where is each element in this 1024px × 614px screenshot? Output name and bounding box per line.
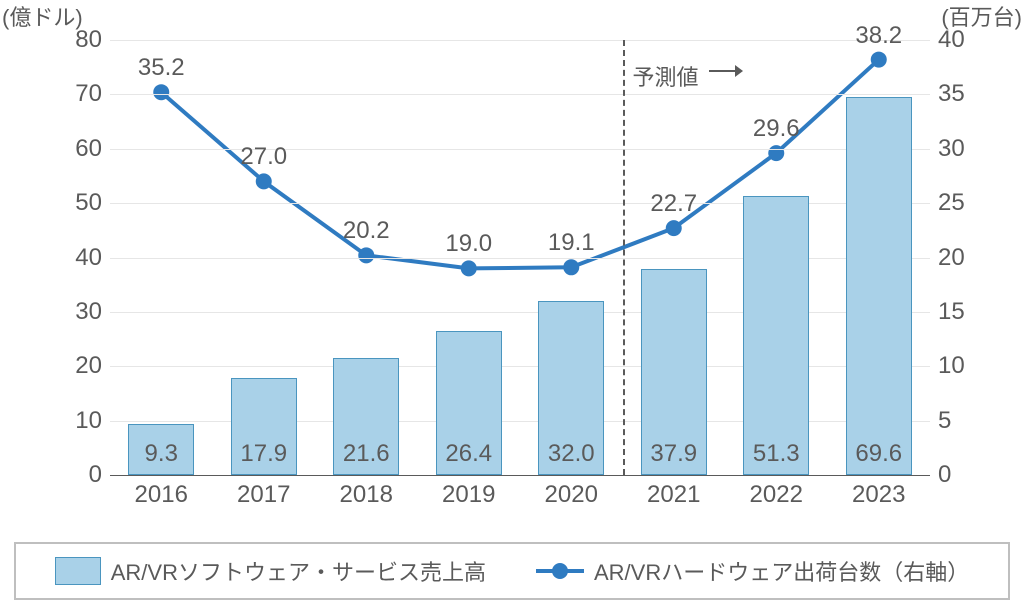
bar-value-label: 69.6 xyxy=(847,440,911,468)
legend-item-line: AR/VRハードウェア出荷台数（右軸） xyxy=(536,555,969,587)
bar-value-label: 32.0 xyxy=(539,440,603,468)
forecast-divider xyxy=(623,40,625,475)
y-tick-right: 10 xyxy=(938,352,965,380)
y-tick-right: 35 xyxy=(938,80,965,108)
legend-swatch-bar xyxy=(55,557,101,585)
bar-value-label: 37.9 xyxy=(642,440,706,468)
line-marker xyxy=(871,52,887,68)
y-tick-right: 30 xyxy=(938,135,965,163)
x-tick: 2021 xyxy=(647,481,700,509)
x-tick: 2018 xyxy=(340,481,393,509)
legend-item-bar: AR/VRソフトウェア・サービス売上高 xyxy=(55,555,486,587)
y-tick-left: 0 xyxy=(89,461,102,489)
x-tick: 2022 xyxy=(750,481,803,509)
x-tick: 2016 xyxy=(135,481,188,509)
line-value-label: 29.6 xyxy=(753,115,800,143)
line-value-label: 20.2 xyxy=(343,217,390,245)
y-tick-left: 60 xyxy=(75,135,102,163)
line-value-label: 19.0 xyxy=(445,230,492,258)
bar: 21.6 xyxy=(333,358,399,475)
y-tick-left: 70 xyxy=(75,80,102,108)
grid-line xyxy=(110,94,930,95)
y-tick-right: 20 xyxy=(938,244,965,272)
bar: 32.0 xyxy=(538,301,604,475)
bar-value-label: 21.6 xyxy=(334,440,398,468)
plot-area: 0102030405060708005101520253035402016201… xyxy=(110,40,930,475)
bar: 69.6 xyxy=(846,97,912,475)
line-marker xyxy=(563,259,579,275)
chart-container: (億ドル) (百万台) 0102030405060708005101520253… xyxy=(0,0,1024,614)
grid-line xyxy=(110,40,930,41)
line-value-label: 35.2 xyxy=(138,54,185,82)
y-tick-right: 25 xyxy=(938,189,965,217)
bar-value-label: 26.4 xyxy=(437,440,501,468)
line-value-label: 38.2 xyxy=(855,22,902,50)
bar-value-label: 51.3 xyxy=(744,440,808,468)
x-tick: 2019 xyxy=(442,481,495,509)
forecast-label: 予測値 xyxy=(633,60,699,92)
grid-line xyxy=(110,475,930,476)
bar: 17.9 xyxy=(231,378,297,475)
bar: 37.9 xyxy=(641,269,707,475)
bar-value-label: 9.3 xyxy=(129,440,193,468)
bar: 26.4 xyxy=(436,331,502,475)
x-tick: 2023 xyxy=(852,481,905,509)
legend-label-bar: AR/VRソフトウェア・サービス売上高 xyxy=(111,555,486,587)
line-value-label: 19.1 xyxy=(548,229,595,257)
y-tick-right: 15 xyxy=(938,298,965,326)
legend-swatch-line xyxy=(536,561,584,581)
bar-value-label: 17.9 xyxy=(232,440,296,468)
y-tick-right: 0 xyxy=(938,461,951,489)
y-tick-left: 80 xyxy=(75,26,102,54)
line-marker xyxy=(461,260,477,276)
bar: 9.3 xyxy=(128,424,194,475)
line-value-label: 27.0 xyxy=(240,143,287,171)
grid-line xyxy=(110,149,930,150)
y-tick-left: 20 xyxy=(75,352,102,380)
line-marker xyxy=(666,220,682,236)
line-value-label: 22.7 xyxy=(650,190,697,218)
x-tick: 2017 xyxy=(237,481,290,509)
forecast-arrow-icon xyxy=(709,60,743,88)
y-tick-right: 40 xyxy=(938,26,965,54)
line-marker xyxy=(256,173,272,189)
x-tick: 2020 xyxy=(545,481,598,509)
line-marker xyxy=(768,145,784,161)
bar: 51.3 xyxy=(743,196,809,475)
left-axis-title: (億ドル) xyxy=(2,0,83,32)
legend: AR/VRソフトウェア・サービス売上高 AR/VRハードウェア出荷台数（右軸） xyxy=(14,542,1010,600)
line-marker xyxy=(358,247,374,263)
y-tick-left: 50 xyxy=(75,189,102,217)
line-marker xyxy=(153,84,169,100)
y-tick-left: 30 xyxy=(75,298,102,326)
y-tick-left: 10 xyxy=(75,407,102,435)
legend-label-line: AR/VRハードウェア出荷台数（右軸） xyxy=(594,555,969,587)
y-tick-left: 40 xyxy=(75,244,102,272)
y-tick-right: 5 xyxy=(938,407,951,435)
